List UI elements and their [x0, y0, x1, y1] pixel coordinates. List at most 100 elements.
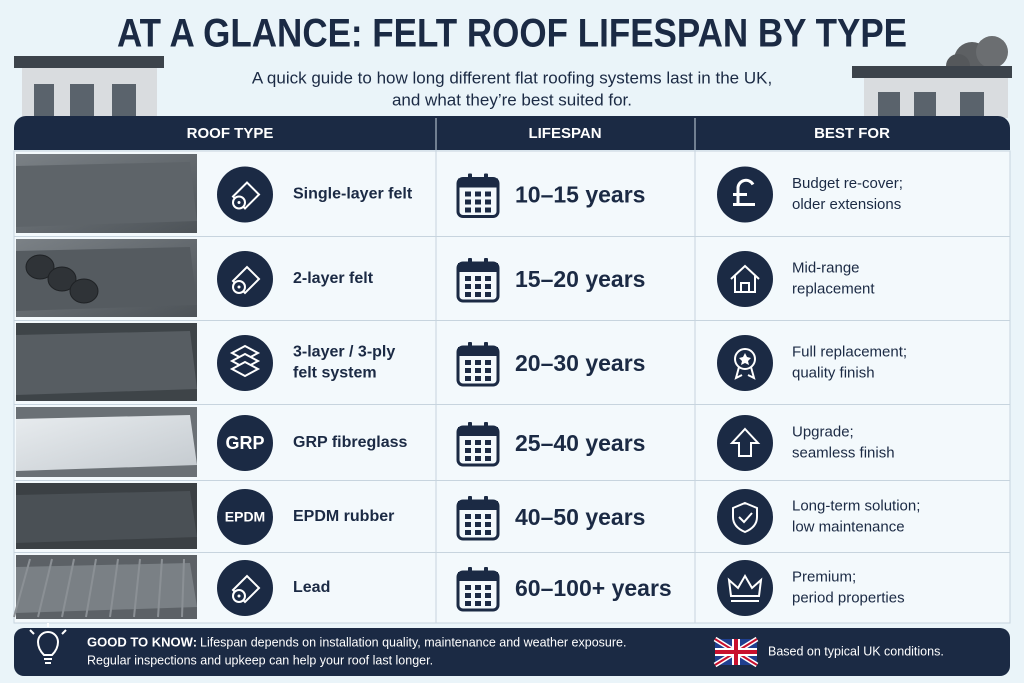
- roof-type: 3-layer / 3-ply: [293, 344, 395, 361]
- calendar-day: [465, 456, 471, 461]
- calendar-ring: [468, 258, 472, 267]
- title: AT A GLANCE: FELT ROOF LIFESPAN BY TYPE: [117, 12, 907, 56]
- calendar-day: [485, 292, 491, 297]
- calendar-day: [485, 207, 491, 213]
- house-right: [852, 36, 1012, 118]
- calendar-day: [475, 448, 481, 453]
- calendar-day: [485, 199, 491, 205]
- lead-seam: [133, 558, 141, 618]
- type-icon-label: GRP: [225, 433, 264, 453]
- lifespan: 10–15 years: [515, 182, 645, 208]
- calendar-day: [475, 191, 481, 197]
- footer-note: Based on typical UK conditions.: [768, 644, 944, 658]
- calendar-day: [465, 376, 471, 381]
- calendar-day: [485, 360, 491, 365]
- calendar-day: [475, 456, 481, 461]
- calendar-ring: [484, 258, 488, 267]
- calendar-day: [485, 376, 491, 381]
- calendar-ring: [468, 567, 472, 576]
- footer-heading: GOOD TO KNOW:: [87, 634, 197, 649]
- calendar-day: [465, 199, 471, 205]
- calendar-ring: [484, 567, 488, 576]
- best-for-icon: [717, 415, 773, 471]
- calendar-day: [485, 368, 491, 373]
- calendar-day: [485, 276, 491, 281]
- lead-seam: [157, 558, 163, 618]
- subtitle-line: A quick guide to how long different flat…: [252, 68, 772, 87]
- felt-roll: [47, 266, 77, 292]
- roof-type: EPDM rubber: [293, 508, 394, 525]
- calendar-day: [475, 593, 481, 598]
- calendar-day: [465, 593, 471, 598]
- calendar-day: [475, 360, 481, 365]
- badge-star: [739, 353, 751, 365]
- roof-surface: [16, 162, 197, 227]
- roof-type: GRP fibreglass: [293, 434, 408, 451]
- best-for: seamless finish: [792, 444, 895, 461]
- crown-icon: [727, 574, 763, 602]
- calendar-day: [465, 276, 471, 281]
- type-icon: [217, 560, 273, 616]
- lead-seam: [181, 558, 185, 618]
- calendar-ring: [484, 422, 488, 431]
- best-for: Long-term solution;: [792, 497, 920, 514]
- roof-surface: [16, 247, 197, 311]
- column-header: ROOF TYPE: [187, 125, 274, 142]
- lifespan: 60–100+ years: [515, 575, 672, 601]
- roof-type: Lead: [293, 579, 330, 596]
- calendar-day: [485, 448, 491, 453]
- column-header: LIFESPAN: [528, 125, 601, 142]
- table: ROOF TYPE LIFESPAN BEST FOR Single-layer fe…: [13, 125, 1010, 619]
- best-for: Full replacement;: [792, 343, 907, 360]
- calendar-day: [465, 585, 471, 590]
- calendar-day: [465, 448, 471, 453]
- calendar-ring: [484, 496, 488, 505]
- table-header: [14, 116, 1010, 150]
- calendar-day: [485, 456, 491, 461]
- house-left: [14, 56, 164, 118]
- calendar-band: [458, 263, 498, 272]
- lead-seam: [37, 558, 53, 618]
- type-icon: [217, 489, 273, 545]
- calendar-day: [465, 601, 471, 606]
- lightbulb-icon: [29, 623, 67, 664]
- lead-seam: [61, 558, 75, 618]
- footer-text: Lifespan depends on installation quality…: [200, 635, 626, 649]
- calendar-day: [475, 440, 481, 445]
- calendar-day: [475, 276, 481, 281]
- lifespan: 15–20 years: [515, 266, 645, 292]
- calendar-day: [485, 593, 491, 598]
- calendar-day: [465, 207, 471, 213]
- best-for: low maintenance: [792, 518, 905, 535]
- calendar-day: [485, 514, 491, 519]
- calendar-day: [475, 207, 481, 213]
- best-for: Budget re-cover;: [792, 175, 903, 192]
- best-for-icon: [717, 560, 773, 616]
- calendar-day: [465, 530, 471, 535]
- calendar-day: [485, 191, 491, 197]
- calendar-ring: [468, 342, 472, 351]
- roll-core: [237, 594, 241, 598]
- calendar-ring: [484, 342, 488, 351]
- best-for: Upgrade;: [792, 423, 854, 440]
- calendar-day: [475, 514, 481, 519]
- calendar-day: [475, 530, 481, 535]
- best-for-icon: [717, 489, 773, 545]
- roof-surface: [16, 491, 197, 543]
- calendar-day: [465, 368, 471, 373]
- calendar-day: [475, 522, 481, 527]
- roof-type: 2-layer felt: [293, 270, 374, 287]
- table-row: GRP GRP fibreglass 25–40 years Upgrade; seam…: [14, 404, 1010, 477]
- best-for: Premium;: [792, 568, 856, 585]
- column-header: BEST FOR: [814, 125, 890, 142]
- calendar-day: [465, 522, 471, 527]
- roll-core: [237, 285, 241, 289]
- calendar-band: [458, 427, 498, 436]
- lifespan: 25–40 years: [515, 430, 645, 456]
- best-for: Mid-range: [792, 259, 860, 276]
- lifespan: 20–30 years: [515, 350, 645, 376]
- roll-core: [237, 201, 241, 204]
- best-for: quality finish: [792, 364, 875, 381]
- calendar-day: [465, 292, 471, 297]
